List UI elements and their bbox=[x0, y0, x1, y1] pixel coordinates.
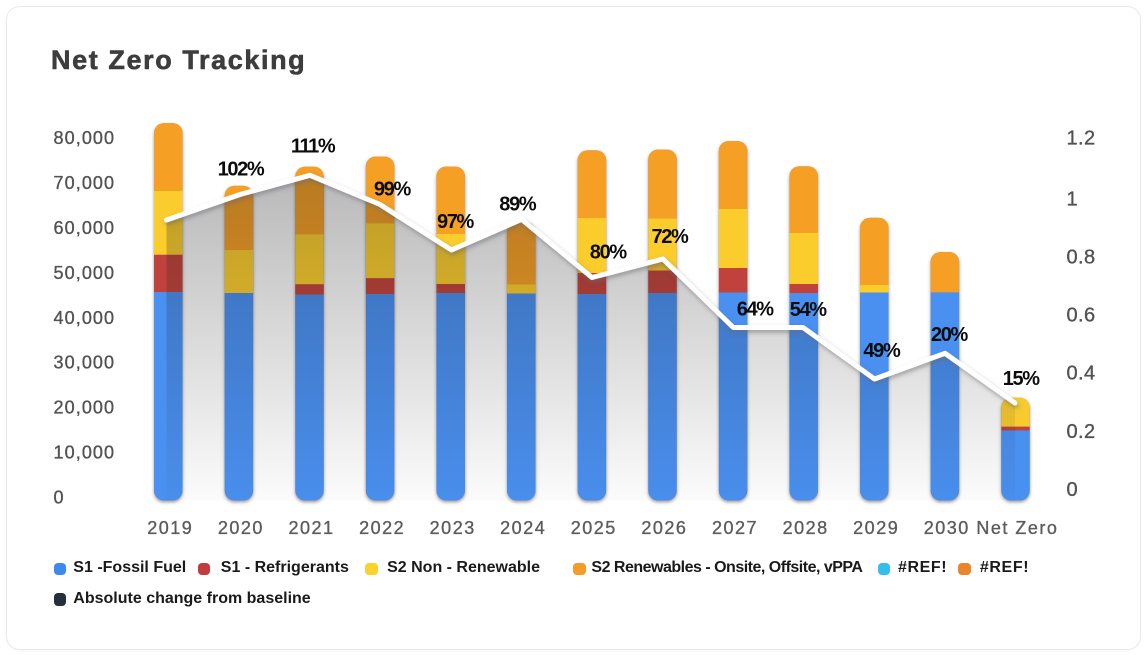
svg-text:2020: 2020 bbox=[218, 518, 264, 538]
svg-text:30,000: 30,000 bbox=[54, 353, 116, 373]
svg-text:2028: 2028 bbox=[783, 518, 829, 538]
svg-text:49%: 49% bbox=[863, 340, 901, 362]
svg-text:60,000: 60,000 bbox=[54, 218, 116, 238]
svg-text:1.2: 1.2 bbox=[1067, 128, 1096, 150]
svg-text:111%: 111% bbox=[291, 136, 336, 158]
svg-text:0: 0 bbox=[54, 488, 65, 508]
svg-text:2025: 2025 bbox=[571, 518, 617, 538]
svg-text:54%: 54% bbox=[790, 299, 828, 321]
svg-text:20%: 20% bbox=[931, 324, 969, 346]
svg-text:0: 0 bbox=[1067, 479, 1079, 501]
svg-text:50,000: 50,000 bbox=[54, 263, 116, 283]
svg-text:2029: 2029 bbox=[853, 518, 899, 538]
svg-text:15%: 15% bbox=[1003, 368, 1041, 390]
svg-text:2027: 2027 bbox=[712, 518, 758, 538]
svg-text:97%: 97% bbox=[437, 211, 475, 233]
svg-text:72%: 72% bbox=[652, 226, 690, 248]
svg-text:10,000: 10,000 bbox=[54, 443, 116, 463]
svg-text:80%: 80% bbox=[590, 242, 628, 264]
svg-text:40,000: 40,000 bbox=[54, 308, 116, 328]
svg-text:64%: 64% bbox=[737, 299, 775, 321]
svg-text:20,000: 20,000 bbox=[54, 398, 116, 418]
svg-text:89%: 89% bbox=[499, 194, 537, 216]
svg-text:2019: 2019 bbox=[147, 518, 193, 538]
svg-text:0.6: 0.6 bbox=[1067, 305, 1096, 327]
svg-text:2021: 2021 bbox=[288, 518, 334, 538]
svg-text:80,000: 80,000 bbox=[54, 128, 116, 148]
svg-text:0.8: 0.8 bbox=[1067, 246, 1096, 268]
svg-text:0.2: 0.2 bbox=[1067, 421, 1096, 443]
svg-text:2026: 2026 bbox=[641, 518, 687, 538]
svg-text:102%: 102% bbox=[218, 159, 265, 181]
svg-text:0.4: 0.4 bbox=[1067, 363, 1096, 385]
svg-text:2030: 2030 bbox=[924, 518, 970, 538]
svg-text:99%: 99% bbox=[374, 179, 412, 201]
svg-text:2024: 2024 bbox=[500, 518, 546, 538]
svg-text:1: 1 bbox=[1067, 188, 1079, 210]
svg-text:70,000: 70,000 bbox=[54, 173, 116, 193]
svg-text:Net Zero: Net Zero bbox=[976, 518, 1058, 538]
svg-text:2023: 2023 bbox=[430, 518, 476, 538]
svg-text:2022: 2022 bbox=[359, 518, 405, 538]
